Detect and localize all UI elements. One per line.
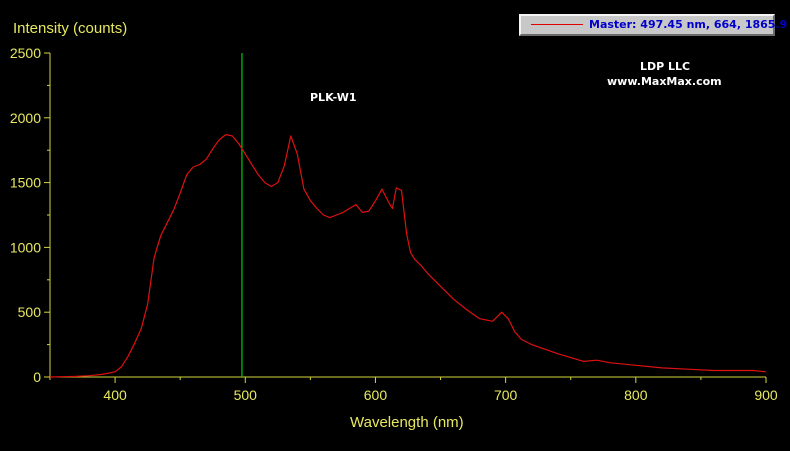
website-label: www.MaxMax.com (607, 75, 722, 88)
x-tick-label: 400 (103, 387, 127, 403)
y-tick-label: 1500 (10, 175, 41, 191)
x-tick-label: 800 (624, 387, 648, 403)
legend-text: Master: 497.45 nm, 664, 1865.9 (589, 18, 788, 31)
legend: Master: 497.45 nm, 664, 1865.9 (519, 14, 787, 36)
x-tick-label: 700 (494, 387, 518, 403)
y-tick-label: 2000 (10, 110, 41, 126)
plot-area (49, 53, 767, 378)
x-tick-label: 900 (754, 387, 778, 403)
legend-line-swatch (531, 24, 583, 25)
y-tick-label: 1000 (10, 239, 41, 255)
y-tick-label: 500 (18, 304, 42, 320)
y-tick-label: 2500 (10, 45, 41, 61)
x-tick-label: 500 (234, 387, 258, 403)
spectrum-series-line (49, 134, 767, 378)
chart-axes (49, 53, 766, 378)
x-axis-label: Wavelength (nm) (350, 414, 464, 431)
y-axis-label: Intensity (counts) (13, 20, 128, 37)
chart-ticks: 0 500 1000 1500 2000 2500 400 500 600 700 800 900 (10, 45, 778, 403)
chart-title: PLK-W1 (310, 91, 357, 104)
company-label: LDP LLC (640, 60, 691, 73)
y-tick-label: 0 (33, 369, 41, 385)
x-tick-label: 600 (364, 387, 388, 403)
